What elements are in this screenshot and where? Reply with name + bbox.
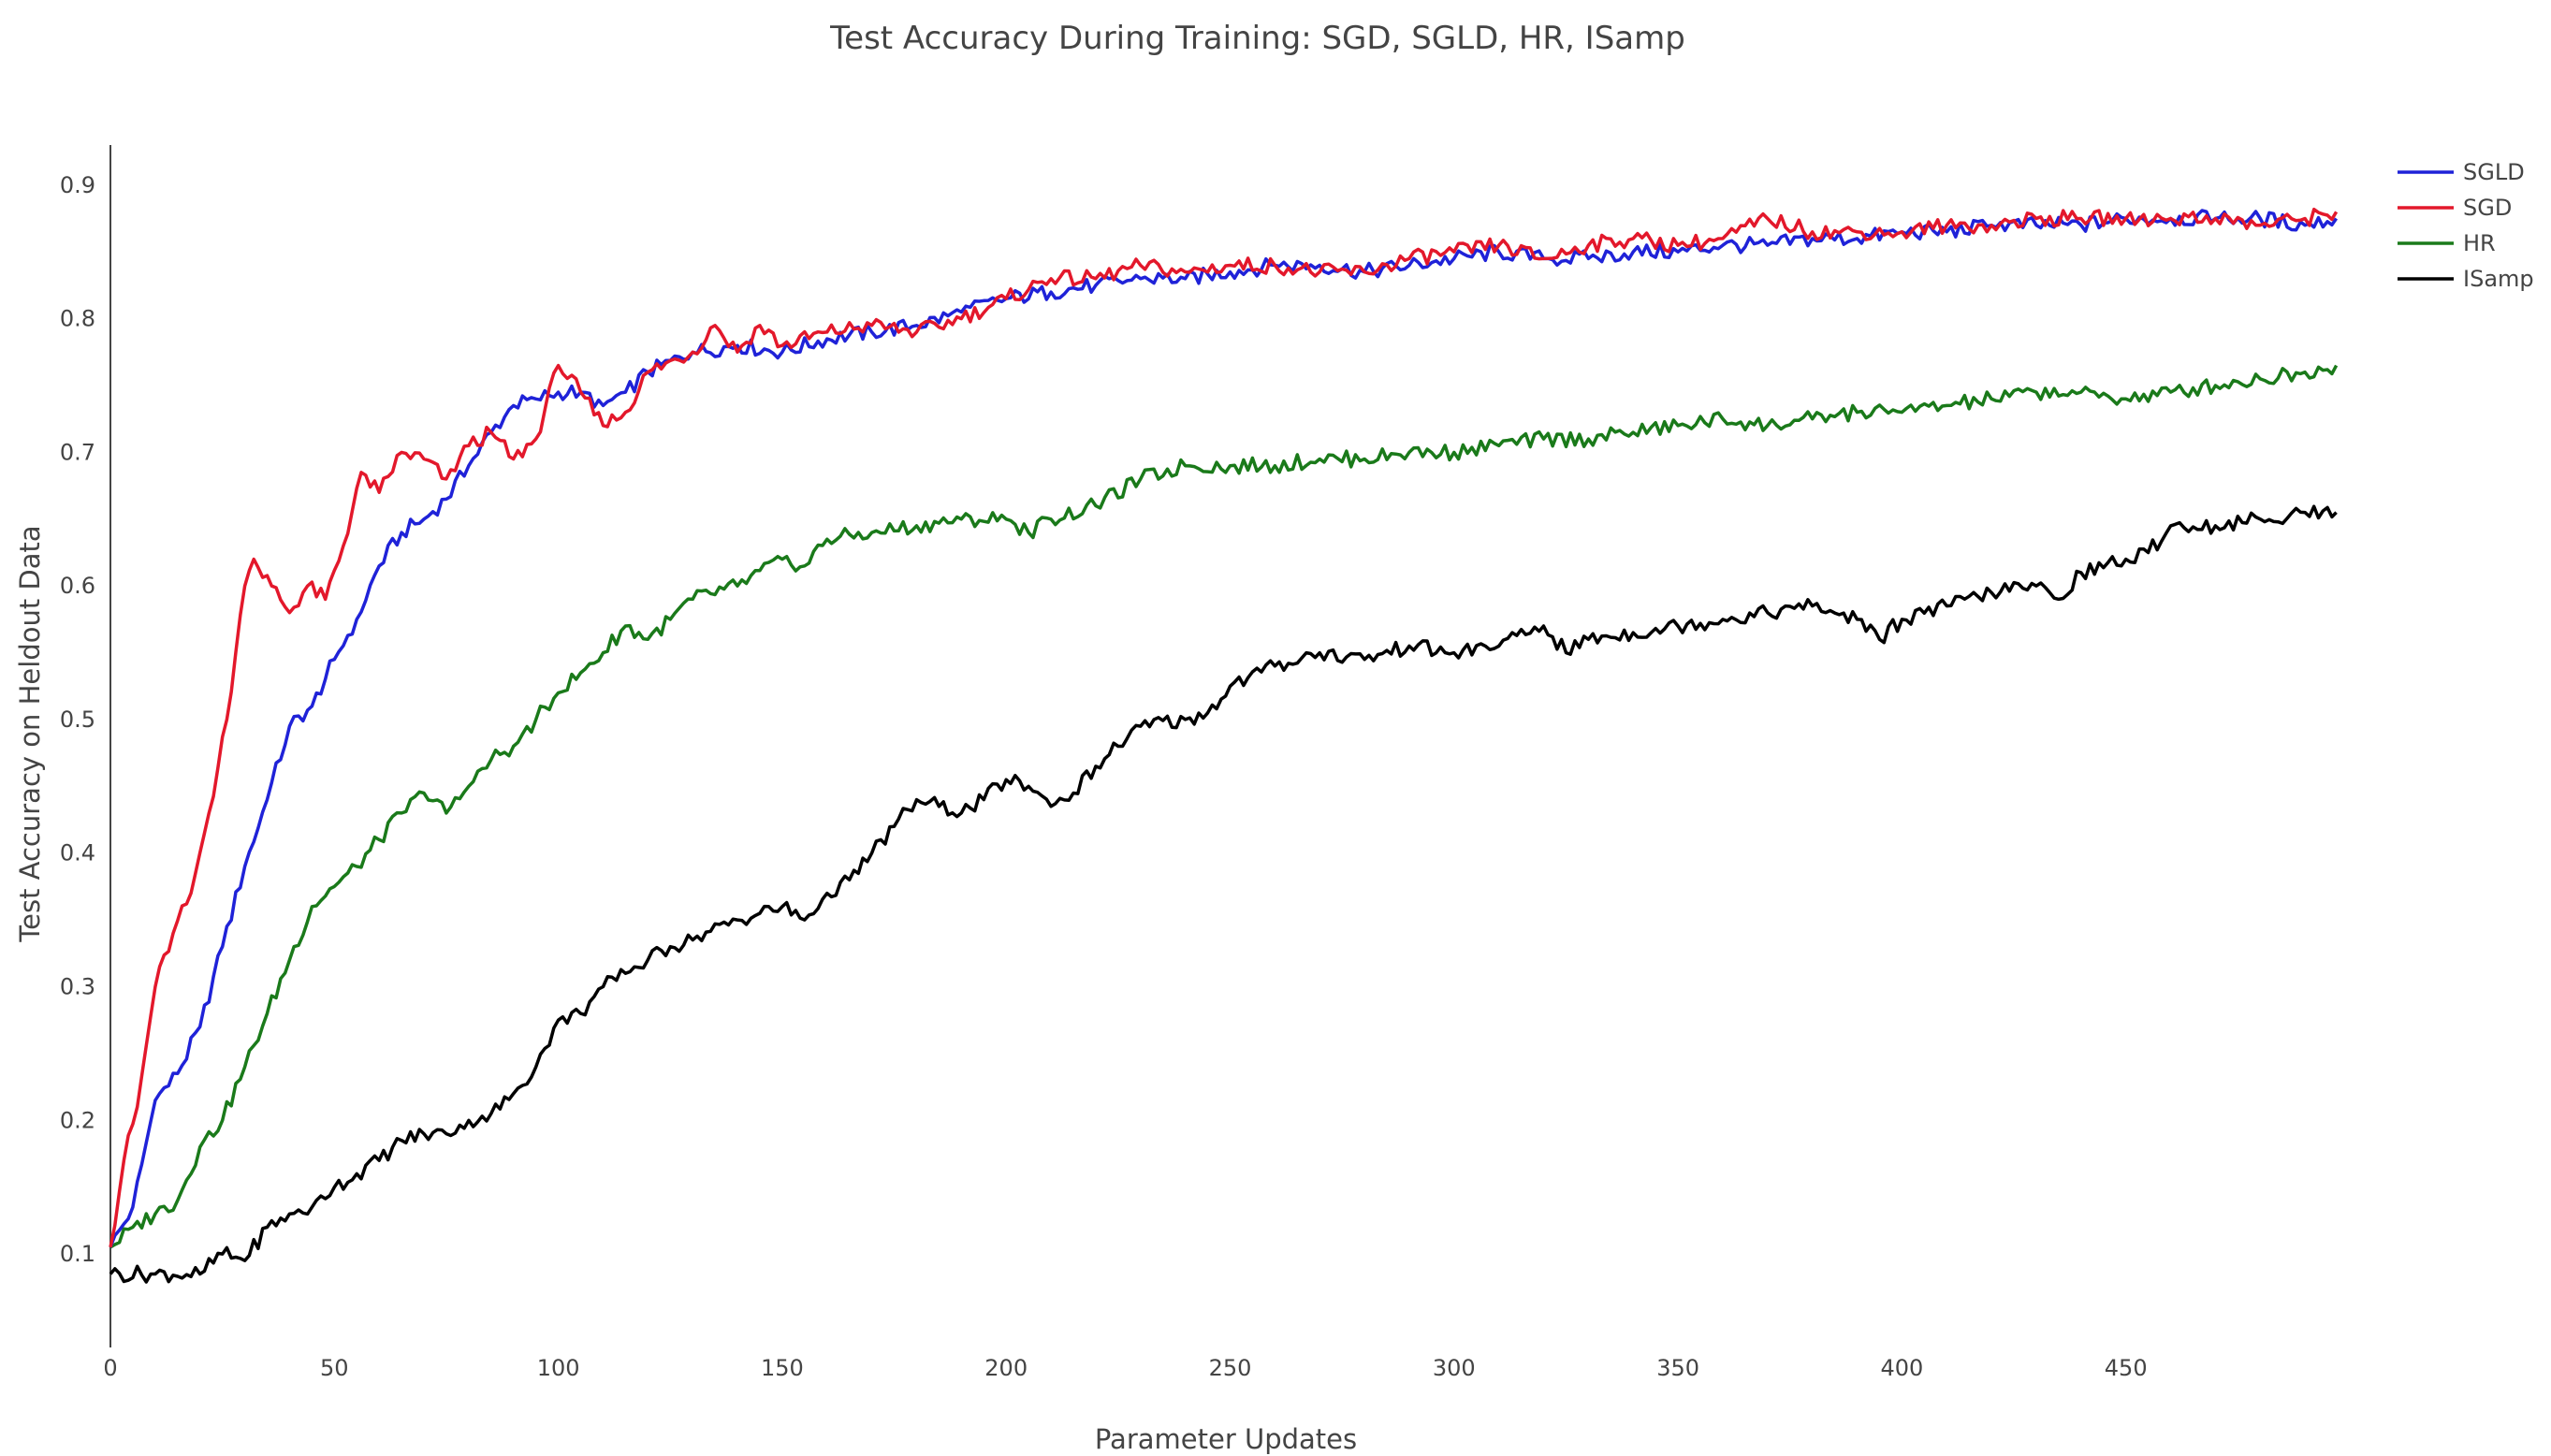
legend-label: ISamp bbox=[2463, 266, 2534, 292]
x-tick-label: 150 bbox=[761, 1355, 804, 1381]
legend-item-hr[interactable]: HR bbox=[2398, 230, 2496, 256]
x-axis: 0 50 100 150 200 250 300 350 400 450 bbox=[103, 1355, 2147, 1381]
y-tick-label: 0.4 bbox=[60, 840, 95, 866]
legend-item-isamp[interactable]: ISamp bbox=[2398, 266, 2534, 292]
x-tick-label: 400 bbox=[1880, 1355, 1923, 1381]
y-tick-label: 0.5 bbox=[60, 706, 95, 733]
chart-title: Test Accuracy During Training: SGD, SGLD… bbox=[829, 20, 1685, 57]
y-tick-label: 0.1 bbox=[60, 1241, 95, 1267]
series-lines bbox=[109, 207, 2339, 1284]
x-tick-label: 350 bbox=[1656, 1355, 1699, 1381]
series-line-sgd bbox=[109, 207, 2339, 1248]
y-tick-label: 0.2 bbox=[60, 1107, 95, 1133]
x-tick-labels: 0 50 100 150 200 250 300 350 400 450 bbox=[103, 1355, 2147, 1381]
y-tick-label: 0.3 bbox=[60, 974, 95, 1000]
x-tick-label: 450 bbox=[2105, 1355, 2148, 1381]
x-tick-label: 200 bbox=[984, 1355, 1028, 1381]
series-line-isamp bbox=[109, 504, 2338, 1284]
series-line-hr bbox=[109, 364, 2339, 1249]
series-line-sgld bbox=[109, 209, 2339, 1248]
y-tick-labels: 0.1 0.2 0.3 0.4 0.5 0.6 0.7 0.8 0.9 bbox=[60, 172, 95, 1267]
x-tick-label: 50 bbox=[320, 1355, 349, 1381]
x-tick-label: 300 bbox=[1433, 1355, 1476, 1381]
y-axis: 0.1 0.2 0.3 0.4 0.5 0.6 0.7 0.8 0.9 bbox=[60, 145, 111, 1347]
y-tick-label: 0.8 bbox=[60, 306, 95, 332]
x-tick-label: 0 bbox=[103, 1355, 117, 1381]
legend-label: HR bbox=[2463, 230, 2496, 256]
x-tick-label: 100 bbox=[537, 1355, 580, 1381]
y-tick-label: 0.9 bbox=[60, 172, 95, 198]
y-axis-title: Test Accuracy on Heldout Data bbox=[14, 525, 46, 942]
y-tick-label: 0.6 bbox=[60, 573, 95, 599]
legend-item-sgld[interactable]: SGLD bbox=[2398, 159, 2525, 185]
x-axis-title: Parameter Updates bbox=[1095, 1423, 1357, 1455]
legend-label: SGD bbox=[2463, 195, 2512, 221]
y-tick-label: 0.7 bbox=[60, 439, 95, 465]
legend-item-sgd[interactable]: SGD bbox=[2398, 195, 2512, 221]
legend-label: SGLD bbox=[2463, 159, 2525, 185]
legend[interactable]: SGLD SGD HR ISamp bbox=[2398, 159, 2534, 292]
x-tick-label: 250 bbox=[1209, 1355, 1252, 1381]
